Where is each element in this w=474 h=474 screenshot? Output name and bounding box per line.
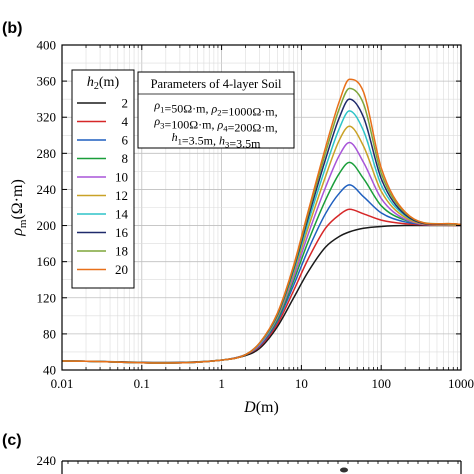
y-tick-label: 200 [37, 218, 57, 233]
x-axis-label: D(m) [243, 399, 279, 416]
x-tick-label: 1000 [448, 376, 474, 391]
series-curves [61, 78, 462, 364]
parameters-box-frame [137, 71, 295, 149]
x-tick-label: 1 [218, 376, 225, 391]
parameters-line: ρ3=100Ω·m, ρ4=200Ω·m, [153, 114, 277, 135]
parameters-line: ρ1=50Ω·m, ρ2=1000Ω·m, [153, 98, 277, 119]
parameters-line: h1=3.5m, h3=3.5m [172, 130, 262, 151]
y-tick-label: 280 [37, 146, 57, 161]
legend-label-20: 20 [115, 262, 128, 277]
y-axis-title: ρm(Ω·m) [9, 179, 29, 237]
x-axis-title: D(m) [243, 399, 279, 416]
axis-ticks: 0.01 0.1 1 10 100 1000 40 80 120 160 200 240 280 320 3… [37, 38, 474, 392]
legend: h2(m)2 4 6 8 10 12 14 16 18 20 [71, 69, 135, 289]
legend-label-14: 14 [115, 207, 129, 222]
x-tick-label: 0.01 [51, 376, 74, 391]
y-tick-label: 240 [37, 182, 57, 197]
legend-title: h2(m) [87, 75, 120, 92]
y-tick-label: 320 [37, 110, 57, 125]
panel-c-marker [340, 467, 348, 473]
legend-label-16: 16 [115, 225, 129, 240]
x-tick-label: 10 [295, 376, 308, 391]
x-tick-label: 0.1 [134, 376, 150, 391]
legend-label-2: 2 [122, 96, 129, 111]
series-line-h2-20 [61, 78, 462, 364]
parameters-box: Parameters of 4-layer Soil ρ1=50Ω·m, ρ2=1… [137, 71, 295, 151]
legend-label-8: 8 [122, 151, 129, 166]
y-tick-label: 40 [43, 363, 56, 378]
plot-frame [61, 44, 462, 371]
parameters-title: Parameters of 4-layer Soil [151, 77, 282, 91]
y-tick-label: 360 [37, 74, 57, 89]
y-axis-label: ρm(Ω·m) [9, 179, 29, 237]
legend-label-6: 6 [122, 133, 129, 148]
panel-label-b: (b) [2, 20, 23, 37]
panel-c-y-tick-label: 240 [37, 453, 57, 468]
legend-label-10: 10 [115, 170, 128, 185]
legend-label-4: 4 [122, 114, 129, 129]
panel-c-partial: 240 [37, 453, 462, 474]
x-tick-label: 100 [371, 376, 391, 391]
legend-label-12: 12 [115, 188, 128, 203]
legend-label-18: 18 [115, 244, 128, 259]
y-tick-label: 160 [37, 254, 57, 269]
y-tick-label: 400 [37, 38, 57, 53]
y-tick-label: 120 [37, 290, 57, 305]
panel-label-c: (c) [2, 432, 22, 449]
y-tick-label: 80 [43, 326, 56, 341]
